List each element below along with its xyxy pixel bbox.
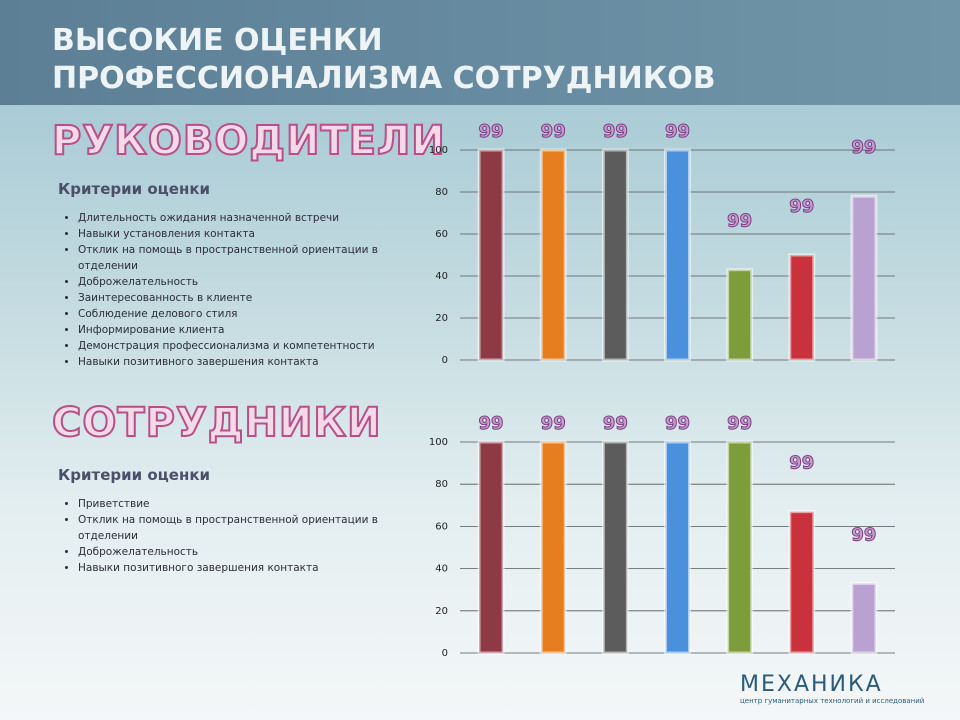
- criterion: Отклик на помощь в пространственной орие…: [78, 242, 418, 274]
- criterion: Демонстрация профессионализма и компетен…: [78, 338, 418, 354]
- bar: [788, 510, 816, 655]
- criterion: Приветствие: [78, 496, 418, 512]
- bar: [664, 148, 691, 362]
- y-tick-label: 20: [435, 606, 448, 617]
- section-heading: СОТРУДНИКИ: [51, 399, 382, 447]
- bar: [850, 194, 878, 362]
- y-tick-label: 40: [435, 564, 448, 575]
- criterion: Отклик на помощь в пространственной орие…: [78, 512, 418, 544]
- bar: [664, 440, 691, 655]
- criteria-title: Критерии оценки: [58, 466, 211, 484]
- annotation: 99: [665, 121, 690, 142]
- criterion: Навыки позитивного завершения контакта: [78, 354, 418, 370]
- bar: [539, 148, 567, 362]
- title-band: [0, 0, 960, 105]
- criterion: Навыки позитивного завершения контакта: [78, 560, 418, 576]
- bar: [726, 440, 754, 655]
- annotation: 99: [665, 413, 690, 434]
- logo: МЕХАНИКА центр гуманитарных технологий и…: [740, 672, 924, 705]
- y-tick-label: 0: [442, 648, 448, 659]
- bar: [726, 268, 754, 362]
- annotation: 99: [789, 196, 814, 217]
- annotation: 99: [851, 137, 876, 158]
- bar: [788, 253, 816, 362]
- annotation: 99: [851, 524, 876, 545]
- criterion: Доброжелательность: [78, 274, 418, 290]
- bar: [601, 440, 629, 655]
- y-tick-label: 40: [435, 271, 448, 282]
- criterion: Доброжелательность: [78, 544, 418, 560]
- annotation: 99: [479, 413, 504, 434]
- slide-title: ВЫСОКИЕ ОЦЕНКИ ПРОФЕССИОНАЛИЗМА СОТРУДНИ…: [52, 23, 716, 96]
- y-tick-label: 0: [442, 355, 448, 366]
- criteria-title: Критерии оценки: [58, 180, 211, 198]
- criterion: Соблюдение делового стиля: [78, 306, 418, 322]
- criterion: Навыки установления контакта: [78, 226, 418, 242]
- bar: [601, 148, 629, 362]
- criteria-list: ПриветствиеОтклик на помощь в пространст…: [58, 496, 418, 576]
- logo-subtitle: центр гуманитарных технологий и исследов…: [740, 697, 925, 705]
- bar: [477, 148, 505, 362]
- y-tick-label: 80: [435, 187, 448, 198]
- criterion: Информирование клиента: [78, 322, 418, 338]
- criterion: Заинтересованность в клиенте: [78, 290, 418, 306]
- y-tick-label: 100: [429, 145, 448, 156]
- y-tick-label: 60: [435, 521, 448, 532]
- y-tick-label: 80: [435, 479, 448, 490]
- annotation: 99: [727, 211, 752, 232]
- y-tick-label: 100: [429, 437, 448, 448]
- annotation: 99: [603, 121, 628, 142]
- logo-name: МЕХАНИКА: [740, 672, 883, 697]
- annotation: 99: [541, 413, 566, 434]
- annotation: 99: [541, 121, 566, 142]
- y-tick-label: 20: [435, 313, 448, 324]
- annotation: 99: [727, 413, 752, 434]
- criteria-list: Длительность ожидания назначенной встреч…: [58, 210, 418, 370]
- y-tick-label: 60: [435, 229, 448, 240]
- annotation: 99: [479, 121, 504, 142]
- section-heading: РУКОВОДИТЕЛИ: [51, 117, 446, 165]
- criterion: Длительность ожидания назначенной встреч…: [78, 210, 418, 226]
- annotation: 99: [603, 413, 628, 434]
- annotation: 99: [789, 453, 814, 474]
- bar: [539, 440, 567, 655]
- bar: [850, 581, 878, 655]
- bar: [477, 440, 505, 655]
